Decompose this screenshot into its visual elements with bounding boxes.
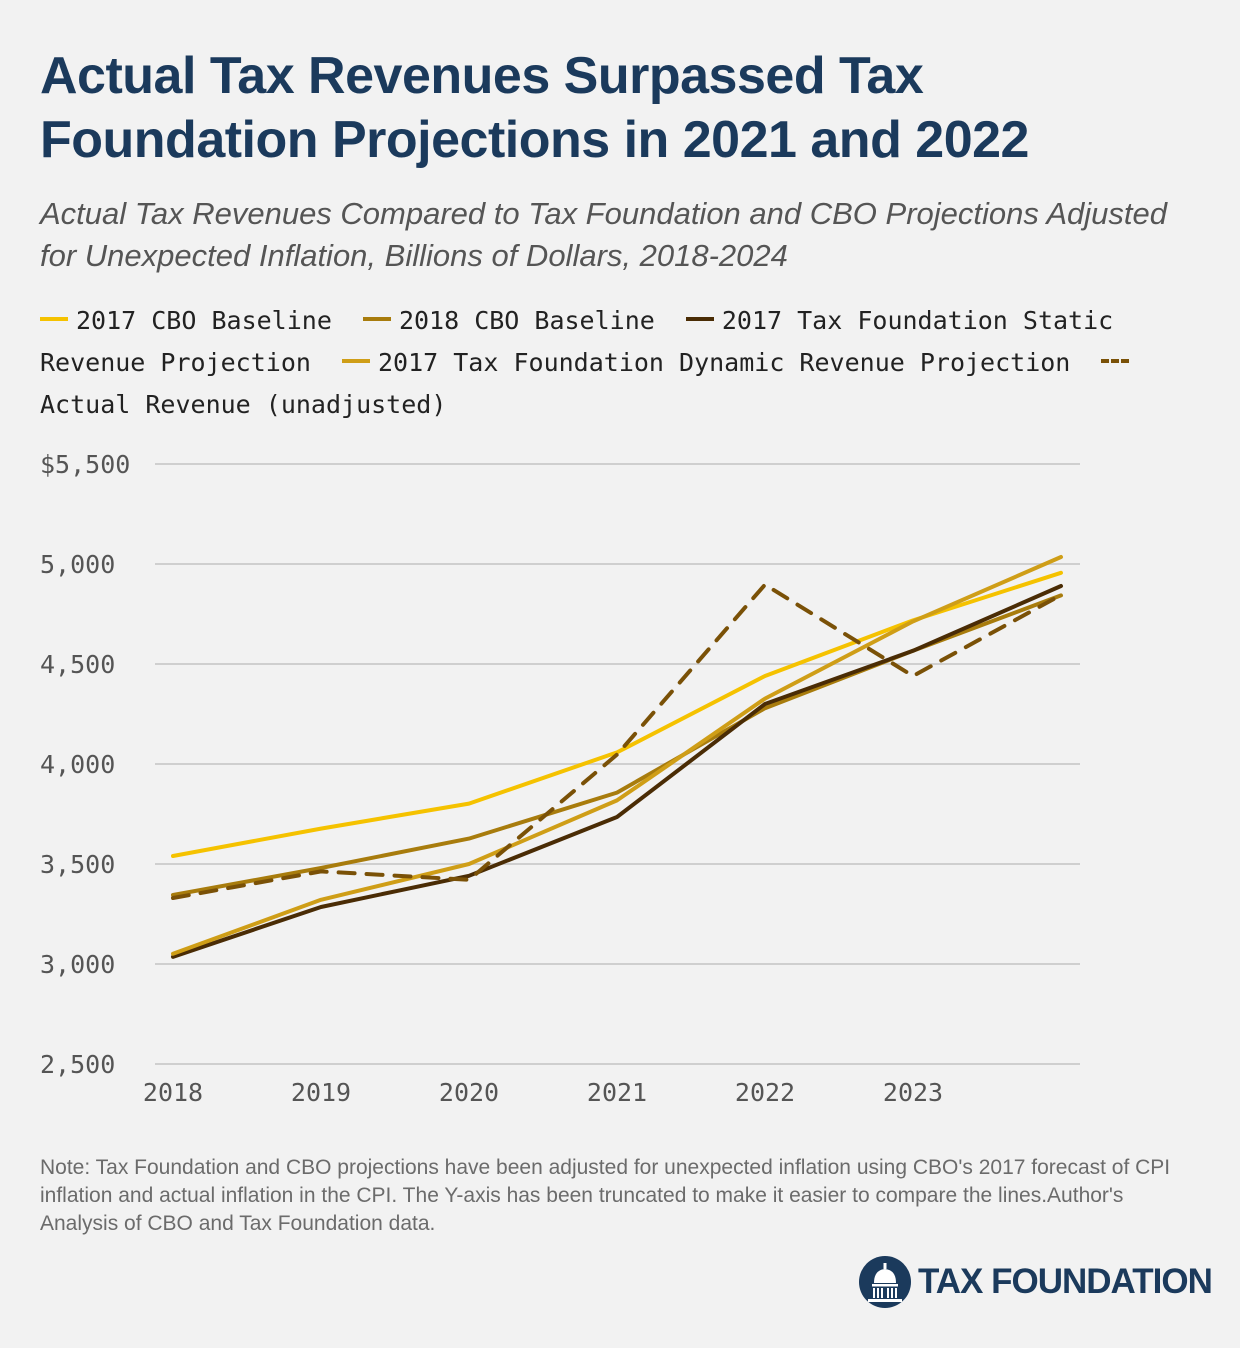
- legend-swatch: [1101, 359, 1130, 363]
- series-line: [171, 555, 1063, 956]
- line-chart: $5,500 5,000 4,500 4,000 3,500 3,000 2,500 2018…: [40, 450, 1080, 1107]
- legend-swatch: [40, 317, 68, 321]
- legend-item: 2018 CBO Baseline: [362, 306, 671, 335]
- y-tick-label: 4,000: [40, 750, 115, 779]
- legend-swatch: [362, 317, 391, 321]
- y-tick-label: 3,500: [40, 850, 115, 879]
- x-tick-label: 2021: [587, 1078, 647, 1107]
- chart-title: Actual Tax Revenues Surpassed Tax Founda…: [40, 47, 1029, 169]
- legend-label: 2018 CBO Baseline: [398, 306, 655, 335]
- x-tick-label: 2022: [735, 1078, 795, 1107]
- series-line: [171, 593, 1063, 897]
- legend-label: 2017 CBO Baseline: [76, 306, 332, 335]
- brand-name: TAX FOUNDATION: [918, 1262, 1213, 1301]
- chart-subtitle: Actual Tax Revenues Compared to Tax Foun…: [40, 196, 1167, 273]
- y-tick-label: $5,500: [40, 450, 130, 479]
- legend-label: 2017 Tax Foundation Dynamic Revenue Proj…: [378, 348, 1071, 377]
- y-tick-label: 4,500: [40, 650, 115, 679]
- legend-item: 2017 Tax Foundation Static Revenue Proje…: [40, 306, 1113, 377]
- tax-foundation-logo: TAX FOUNDATION: [858, 1255, 1213, 1309]
- y-tick-label: 3,000: [40, 950, 115, 979]
- legend-swatch: [342, 359, 370, 363]
- series-line: [171, 582, 1063, 900]
- y-tick-label: 5,000: [40, 550, 115, 579]
- source-note: Note: Tax Foundation and CBO projections…: [40, 1156, 1171, 1235]
- legend-item: Actual Revenue (unadjusted): [40, 348, 1137, 419]
- chart-legend: 2017 CBO Baseline 2018 CBO Baseline 2017…: [40, 300, 1190, 426]
- legend-item: 2017 Tax Foundation Dynamic Revenue Proj…: [342, 348, 1086, 377]
- series-line: [171, 584, 1063, 959]
- y-tick-label: 2,500: [40, 1050, 115, 1079]
- capitol-dome-icon: [859, 1256, 911, 1308]
- x-tick-label: 2020: [439, 1078, 499, 1107]
- legend-swatch: [685, 317, 714, 321]
- legend-item: 2017 CBO Baseline: [40, 306, 348, 335]
- x-tick-label: 2019: [291, 1078, 351, 1107]
- legend-label: Actual Revenue (unadjusted): [40, 390, 447, 419]
- x-tick-label: 2023: [883, 1078, 943, 1107]
- x-tick-label: 2018: [143, 1078, 203, 1107]
- legend-label: 2017 Tax Foundation Static Revenue Proje…: [40, 306, 1114, 377]
